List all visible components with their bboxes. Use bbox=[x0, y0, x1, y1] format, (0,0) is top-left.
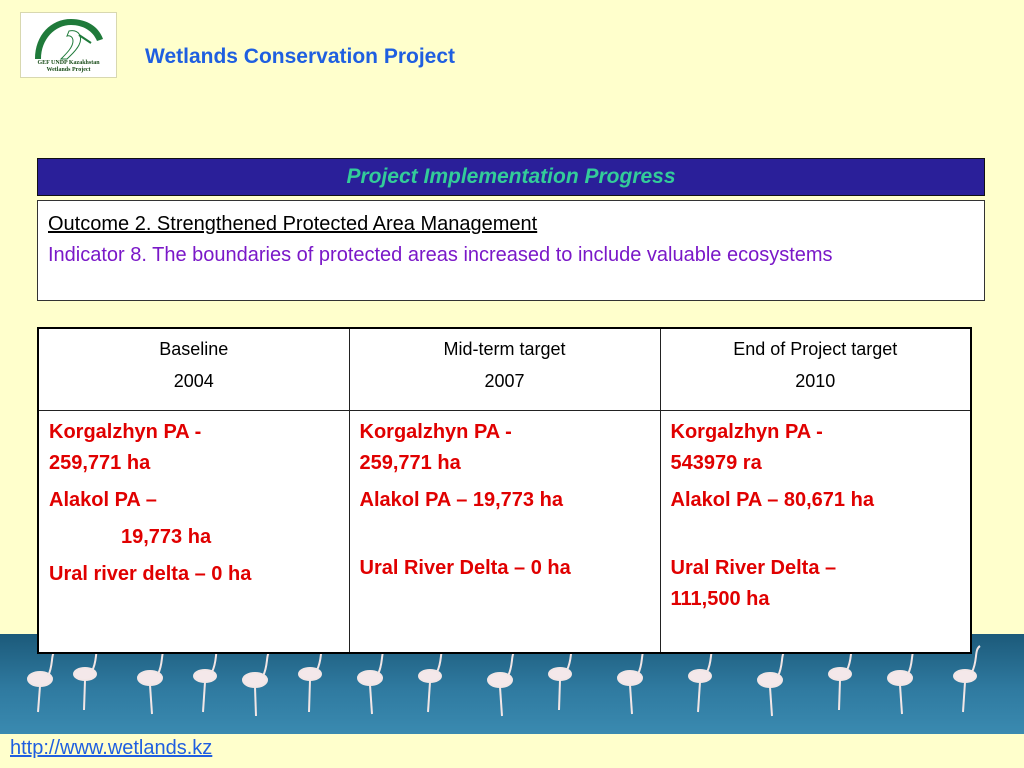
spacer bbox=[360, 522, 650, 553]
outcome-title: Outcome 2. Strengthened Protected Area M… bbox=[48, 213, 538, 235]
column-label: End of Project target bbox=[733, 339, 898, 359]
project-logo: GEF UNDP Kazakhstan Wetlands Project bbox=[20, 12, 117, 78]
column-label: Mid-term target bbox=[443, 339, 566, 359]
midterm-cell: Korgalzhyn PA - 259,771 ha Alakol PA – 1… bbox=[348, 410, 661, 654]
progress-table: Baseline 2004 Mid-term target 2007 End o… bbox=[37, 327, 972, 654]
baseline-cell: Korgalzhyn PA - 259,771 ha Alakol PA – 1… bbox=[37, 410, 350, 654]
table-row: Korgalzhyn PA - 259,771 ha Alakol PA – 1… bbox=[37, 410, 972, 654]
alakol-name: Alakol PA – bbox=[49, 489, 157, 511]
alakol-value: Alakol PA – 19,773 ha bbox=[359, 489, 563, 511]
column-header-midterm: Mid-term target 2007 bbox=[348, 327, 661, 411]
spacer bbox=[671, 522, 961, 553]
column-label: Baseline bbox=[159, 339, 229, 359]
korgalzhyn-value: 543979 ra bbox=[670, 452, 762, 474]
indicator-text: Indicator 8. The boundaries of protected… bbox=[48, 244, 833, 266]
korgalzhyn-name: Korgalzhyn PA - bbox=[359, 421, 512, 443]
column-header-baseline: Baseline 2004 bbox=[37, 327, 350, 411]
project-title: Wetlands Conservation Project bbox=[145, 45, 456, 68]
alakol-value: Alakol PA – 80,671 ha bbox=[670, 489, 874, 511]
ural-value: Ural river delta – 0 ha bbox=[49, 563, 252, 585]
logo-caption-line1: GEF UNDP Kazakhstan bbox=[37, 60, 100, 66]
column-year: 2007 bbox=[484, 371, 525, 391]
outcome-box: Outcome 2. Strengthened Protected Area M… bbox=[37, 200, 985, 301]
logo-caption-line2: Wetlands Project bbox=[46, 67, 91, 73]
ural-line1: Ural River Delta – bbox=[670, 557, 837, 579]
banner-title: Project Implementation Progress bbox=[346, 165, 676, 188]
alakol-value: 19,773 ha bbox=[121, 526, 212, 548]
table-header-row: Baseline 2004 Mid-term target 2007 End o… bbox=[37, 327, 972, 411]
korgalzhyn-value: 259,771 ha bbox=[359, 452, 461, 474]
column-header-end-of-project: End of Project target 2010 bbox=[659, 327, 972, 411]
heron-logo-icon bbox=[35, 19, 103, 60]
ural-line2: 111,500 ha bbox=[670, 588, 770, 610]
ural-value: Ural River Delta – 0 ha bbox=[359, 557, 571, 579]
column-year: 2004 bbox=[173, 371, 214, 391]
website-link[interactable]: http://www.wetlands.kz bbox=[10, 737, 213, 759]
korgalzhyn-name: Korgalzhyn PA - bbox=[49, 421, 202, 443]
korgalzhyn-value: 259,771 ha bbox=[49, 452, 151, 474]
end-project-cell: Korgalzhyn PA - 543979 ra Alakol PA – 80… bbox=[659, 410, 972, 654]
column-year: 2010 bbox=[795, 371, 836, 391]
section-banner: Project Implementation Progress bbox=[37, 158, 985, 196]
korgalzhyn-name: Korgalzhyn PA - bbox=[670, 421, 823, 443]
